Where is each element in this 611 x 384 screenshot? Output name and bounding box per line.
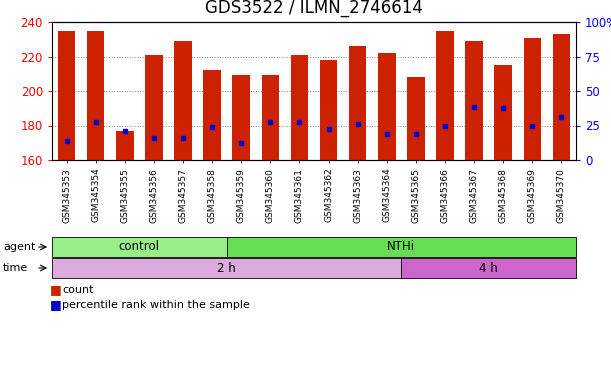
- Text: GDS3522 / ILMN_2746614: GDS3522 / ILMN_2746614: [205, 0, 423, 17]
- Bar: [262, 76, 279, 160]
- Bar: [436, 31, 454, 160]
- Bar: [524, 38, 541, 160]
- Bar: [466, 41, 483, 160]
- Bar: [87, 31, 104, 160]
- Bar: [174, 41, 192, 160]
- Text: agent: agent: [3, 242, 35, 252]
- Text: control: control: [119, 240, 160, 253]
- Bar: [553, 34, 570, 160]
- Bar: [320, 60, 337, 160]
- Bar: [291, 55, 308, 160]
- Text: time: time: [3, 263, 28, 273]
- Bar: [145, 55, 163, 160]
- Text: ■: ■: [50, 298, 62, 311]
- Text: 4 h: 4 h: [479, 262, 498, 275]
- Bar: [494, 65, 512, 160]
- Bar: [203, 70, 221, 160]
- Text: percentile rank within the sample: percentile rank within the sample: [62, 300, 250, 310]
- Bar: [407, 77, 425, 160]
- Text: count: count: [62, 285, 93, 295]
- Bar: [378, 53, 395, 160]
- Text: ■: ■: [50, 283, 62, 296]
- Bar: [116, 131, 134, 160]
- Bar: [58, 31, 75, 160]
- Text: 2 h: 2 h: [218, 262, 236, 275]
- Bar: [349, 46, 367, 160]
- Bar: [233, 76, 250, 160]
- Text: NTHi: NTHi: [387, 240, 415, 253]
